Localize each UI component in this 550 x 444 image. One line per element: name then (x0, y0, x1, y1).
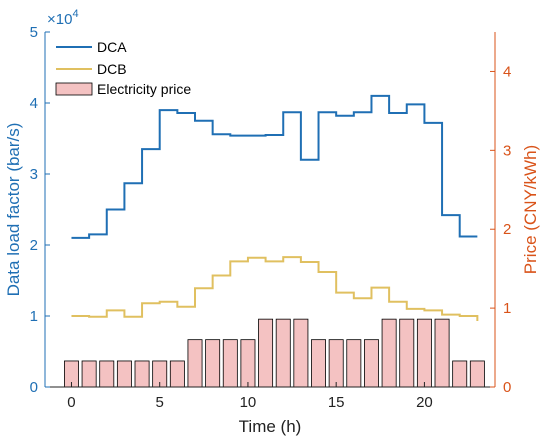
price-bar (452, 360, 468, 388)
y-right-tick-label: 2 (503, 221, 511, 238)
price-bar (311, 339, 326, 388)
price-bar (187, 339, 203, 388)
axes: 0 5 10 15 20 0 1 2 3 4 5 0 1 2 3 4 (30, 24, 512, 411)
y-left-tick-label: 3 (30, 166, 38, 183)
price-bar (381, 318, 397, 388)
price-bar (275, 318, 291, 388)
y-left-tick-label: 0 (30, 379, 38, 396)
legend-dca-label: DCA (97, 39, 127, 55)
price-bar (399, 318, 415, 388)
y-axis-right-label: Price (CNY/kWh) (521, 145, 540, 274)
price-bar (205, 339, 221, 388)
legend-dcb-label: DCB (97, 61, 127, 77)
y-left-tick-label: 4 (30, 95, 38, 112)
legend-price-label: Electricity price (97, 81, 191, 97)
price-bar (416, 318, 432, 388)
multiplier-exponent: 4 (72, 8, 78, 20)
x-tick-label: 15 (328, 394, 345, 411)
dcb-series-line (71, 256, 479, 321)
x-tick-label: 5 (156, 394, 164, 411)
y-right-tick-label: 4 (503, 63, 511, 80)
x-tick-label: 20 (416, 394, 433, 411)
x-tick-label: 10 (240, 394, 257, 411)
x-tick-label: 0 (67, 394, 75, 411)
y-left-tick-label: 1 (30, 308, 38, 325)
y-left-tick-label: 5 (30, 24, 38, 41)
load-lines (71, 94, 479, 321)
legend: DCA DCB Electricity price (49, 37, 211, 101)
multiplier-base: ×10 (47, 11, 72, 28)
y-left-tick-label: 2 (30, 237, 38, 254)
price-bar (134, 360, 150, 388)
price-bar (240, 339, 256, 388)
legend-price-swatch (55, 82, 93, 96)
price-bar (328, 339, 344, 388)
price-bar (99, 360, 115, 388)
price-bar (293, 318, 309, 388)
x-axis-label: Time (h) (239, 417, 302, 436)
y-right-tick-label: 0 (503, 379, 511, 396)
y-axis-left-label: Data load factor (bar/s) (4, 123, 23, 297)
price-bar (434, 318, 450, 388)
y-right-tick-label: 3 (503, 142, 511, 159)
y-axis-multiplier: ×104 (47, 8, 79, 28)
price-bar (258, 318, 274, 388)
price-bar (364, 339, 379, 388)
price-bar (469, 360, 485, 388)
price-bar (169, 360, 185, 388)
price-bar (222, 339, 238, 388)
price-bar (116, 360, 132, 388)
y-right-tick-label: 1 (503, 300, 511, 317)
price-bar (81, 360, 97, 388)
price-bars (64, 318, 485, 388)
dca-series-line (71, 94, 478, 239)
price-bar (346, 339, 362, 388)
